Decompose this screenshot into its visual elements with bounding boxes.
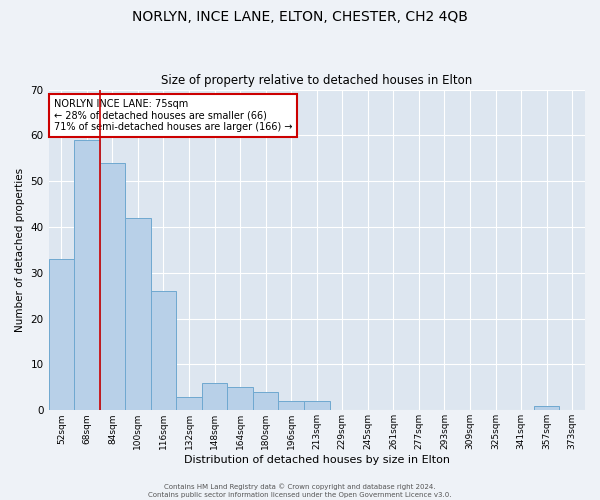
- Text: NORLYN, INCE LANE, ELTON, CHESTER, CH2 4QB: NORLYN, INCE LANE, ELTON, CHESTER, CH2 4…: [132, 10, 468, 24]
- Bar: [227, 388, 253, 410]
- Text: Contains HM Land Registry data © Crown copyright and database right 2024.: Contains HM Land Registry data © Crown c…: [164, 484, 436, 490]
- X-axis label: Distribution of detached houses by size in Elton: Distribution of detached houses by size …: [184, 455, 450, 465]
- Bar: [176, 396, 202, 410]
- Bar: [49, 259, 74, 410]
- Bar: [304, 401, 329, 410]
- Text: NORLYN INCE LANE: 75sqm
← 28% of detached houses are smaller (66)
71% of semi-de: NORLYN INCE LANE: 75sqm ← 28% of detache…: [54, 99, 292, 132]
- Bar: [74, 140, 100, 410]
- Y-axis label: Number of detached properties: Number of detached properties: [15, 168, 25, 332]
- Text: Contains public sector information licensed under the Open Government Licence v3: Contains public sector information licen…: [148, 492, 452, 498]
- Bar: [534, 406, 559, 410]
- Title: Size of property relative to detached houses in Elton: Size of property relative to detached ho…: [161, 74, 472, 87]
- Bar: [253, 392, 278, 410]
- Bar: [278, 401, 304, 410]
- Bar: [151, 291, 176, 410]
- Bar: [100, 163, 125, 410]
- Bar: [202, 383, 227, 410]
- Bar: [125, 218, 151, 410]
